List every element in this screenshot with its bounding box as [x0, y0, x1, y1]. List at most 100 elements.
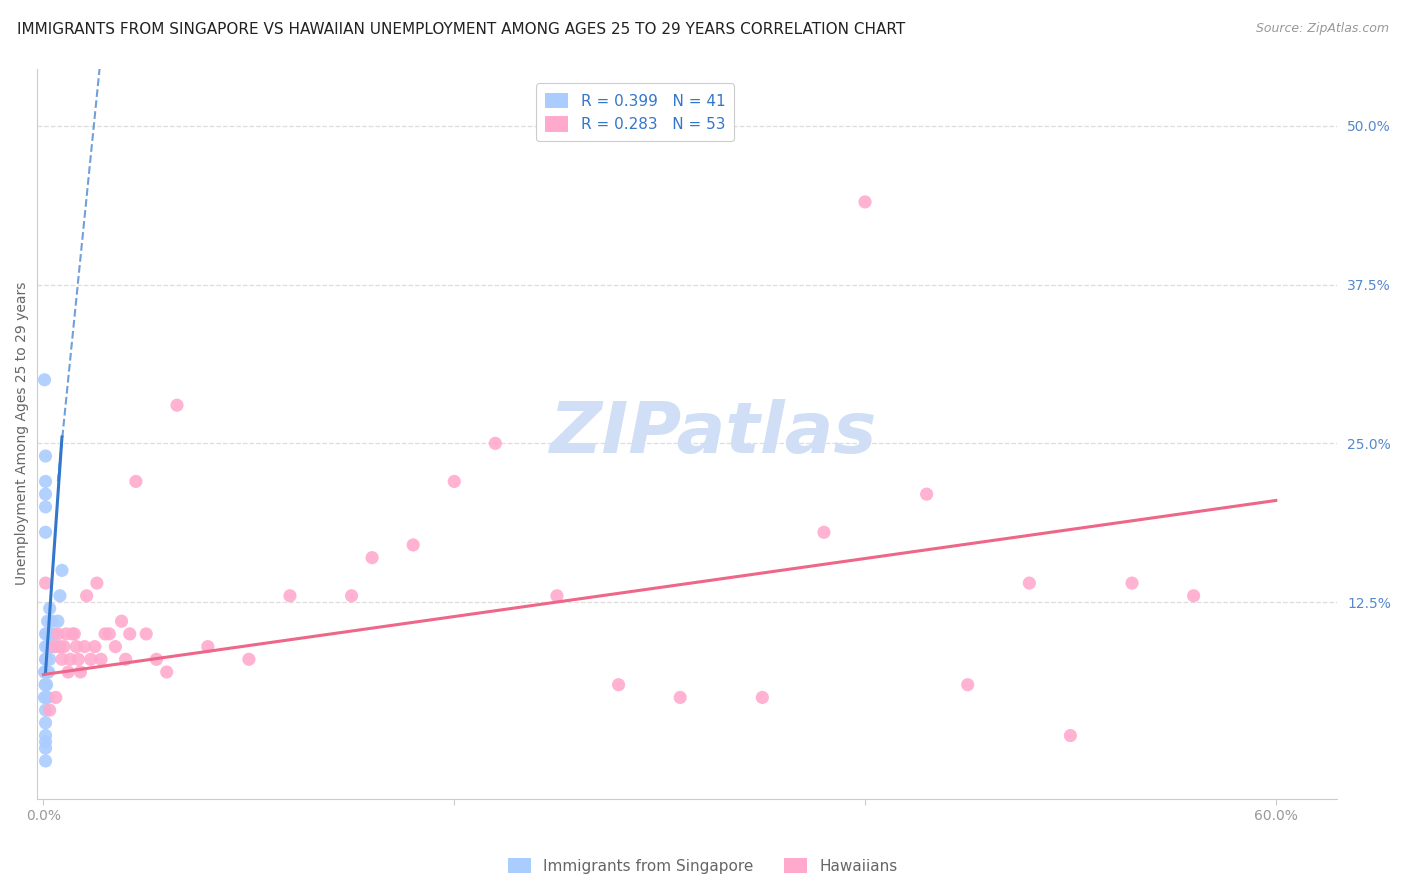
Point	[38, 627, 60, 641]
Point	[42, 640, 65, 654]
Point	[38, 601, 60, 615]
Point	[484, 436, 506, 450]
Point	[110, 614, 132, 628]
Point	[118, 627, 141, 641]
Text: Source: ZipAtlas.com: Source: ZipAtlas.com	[1256, 22, 1389, 36]
Point	[813, 525, 835, 540]
Point	[361, 550, 384, 565]
Point	[956, 678, 979, 692]
Point	[915, 487, 938, 501]
Point	[34, 690, 56, 705]
Legend: Immigrants from Singapore, Hawaiians: Immigrants from Singapore, Hawaiians	[502, 852, 904, 880]
Point	[104, 640, 127, 654]
Point	[37, 640, 59, 654]
Point	[42, 627, 65, 641]
Point	[37, 614, 59, 628]
Point	[90, 652, 112, 666]
Point	[607, 678, 630, 692]
Point	[1182, 589, 1205, 603]
Point	[37, 690, 59, 705]
Point	[55, 627, 77, 641]
Point	[1121, 576, 1143, 591]
Point	[34, 500, 56, 514]
Point	[34, 665, 56, 679]
Point	[34, 735, 56, 749]
Point	[340, 589, 363, 603]
Point	[34, 665, 56, 679]
Point	[37, 665, 59, 679]
Point	[45, 640, 67, 654]
Point	[125, 475, 148, 489]
Point	[76, 589, 98, 603]
Point	[34, 754, 56, 768]
Point	[34, 640, 56, 654]
Point	[80, 652, 103, 666]
Point	[34, 576, 56, 591]
Point	[34, 449, 56, 463]
Point	[51, 652, 73, 666]
Point	[166, 398, 188, 412]
Point	[38, 703, 60, 717]
Point	[34, 475, 56, 489]
Point	[135, 627, 157, 641]
Point	[1018, 576, 1040, 591]
Point	[34, 678, 56, 692]
Point	[65, 640, 87, 654]
Point	[67, 652, 90, 666]
Point	[156, 665, 179, 679]
Point	[402, 538, 425, 552]
Point	[94, 627, 117, 641]
Point	[35, 678, 58, 692]
Point	[35, 627, 58, 641]
Point	[34, 525, 56, 540]
Point	[98, 627, 121, 641]
Y-axis label: Unemployment Among Ages 25 to 29 years: Unemployment Among Ages 25 to 29 years	[15, 282, 30, 585]
Point	[63, 627, 86, 641]
Point	[238, 652, 260, 666]
Point	[37, 627, 59, 641]
Point	[34, 652, 56, 666]
Point	[34, 678, 56, 692]
Point	[853, 194, 876, 209]
Point	[278, 589, 301, 603]
Point	[49, 640, 72, 654]
Point	[46, 627, 69, 641]
Point	[41, 640, 63, 654]
Point	[1059, 729, 1081, 743]
Point	[51, 563, 73, 577]
Point	[114, 652, 136, 666]
Point	[59, 652, 82, 666]
Point	[41, 614, 63, 628]
Point	[34, 487, 56, 501]
Legend: R = 0.399   N = 41, R = 0.283   N = 53: R = 0.399 N = 41, R = 0.283 N = 53	[536, 84, 734, 142]
Point	[53, 640, 76, 654]
Point	[49, 589, 72, 603]
Point	[34, 741, 56, 756]
Point	[73, 640, 96, 654]
Point	[69, 665, 91, 679]
Text: ZIPatlas: ZIPatlas	[550, 400, 877, 468]
Point	[669, 690, 692, 705]
Point	[34, 715, 56, 730]
Point	[443, 475, 465, 489]
Point	[145, 652, 167, 666]
Point	[83, 640, 105, 654]
Point	[35, 652, 58, 666]
Point	[197, 640, 219, 654]
Point	[751, 690, 773, 705]
Point	[86, 576, 108, 591]
Point	[546, 589, 568, 603]
Point	[38, 665, 60, 679]
Point	[60, 627, 83, 641]
Point	[46, 614, 69, 628]
Point	[34, 703, 56, 717]
Point	[35, 690, 58, 705]
Point	[35, 652, 58, 666]
Point	[45, 690, 67, 705]
Point	[34, 627, 56, 641]
Text: IMMIGRANTS FROM SINGAPORE VS HAWAIIAN UNEMPLOYMENT AMONG AGES 25 TO 29 YEARS COR: IMMIGRANTS FROM SINGAPORE VS HAWAIIAN UN…	[17, 22, 905, 37]
Point	[34, 729, 56, 743]
Point	[34, 373, 56, 387]
Point	[38, 652, 60, 666]
Point	[56, 665, 79, 679]
